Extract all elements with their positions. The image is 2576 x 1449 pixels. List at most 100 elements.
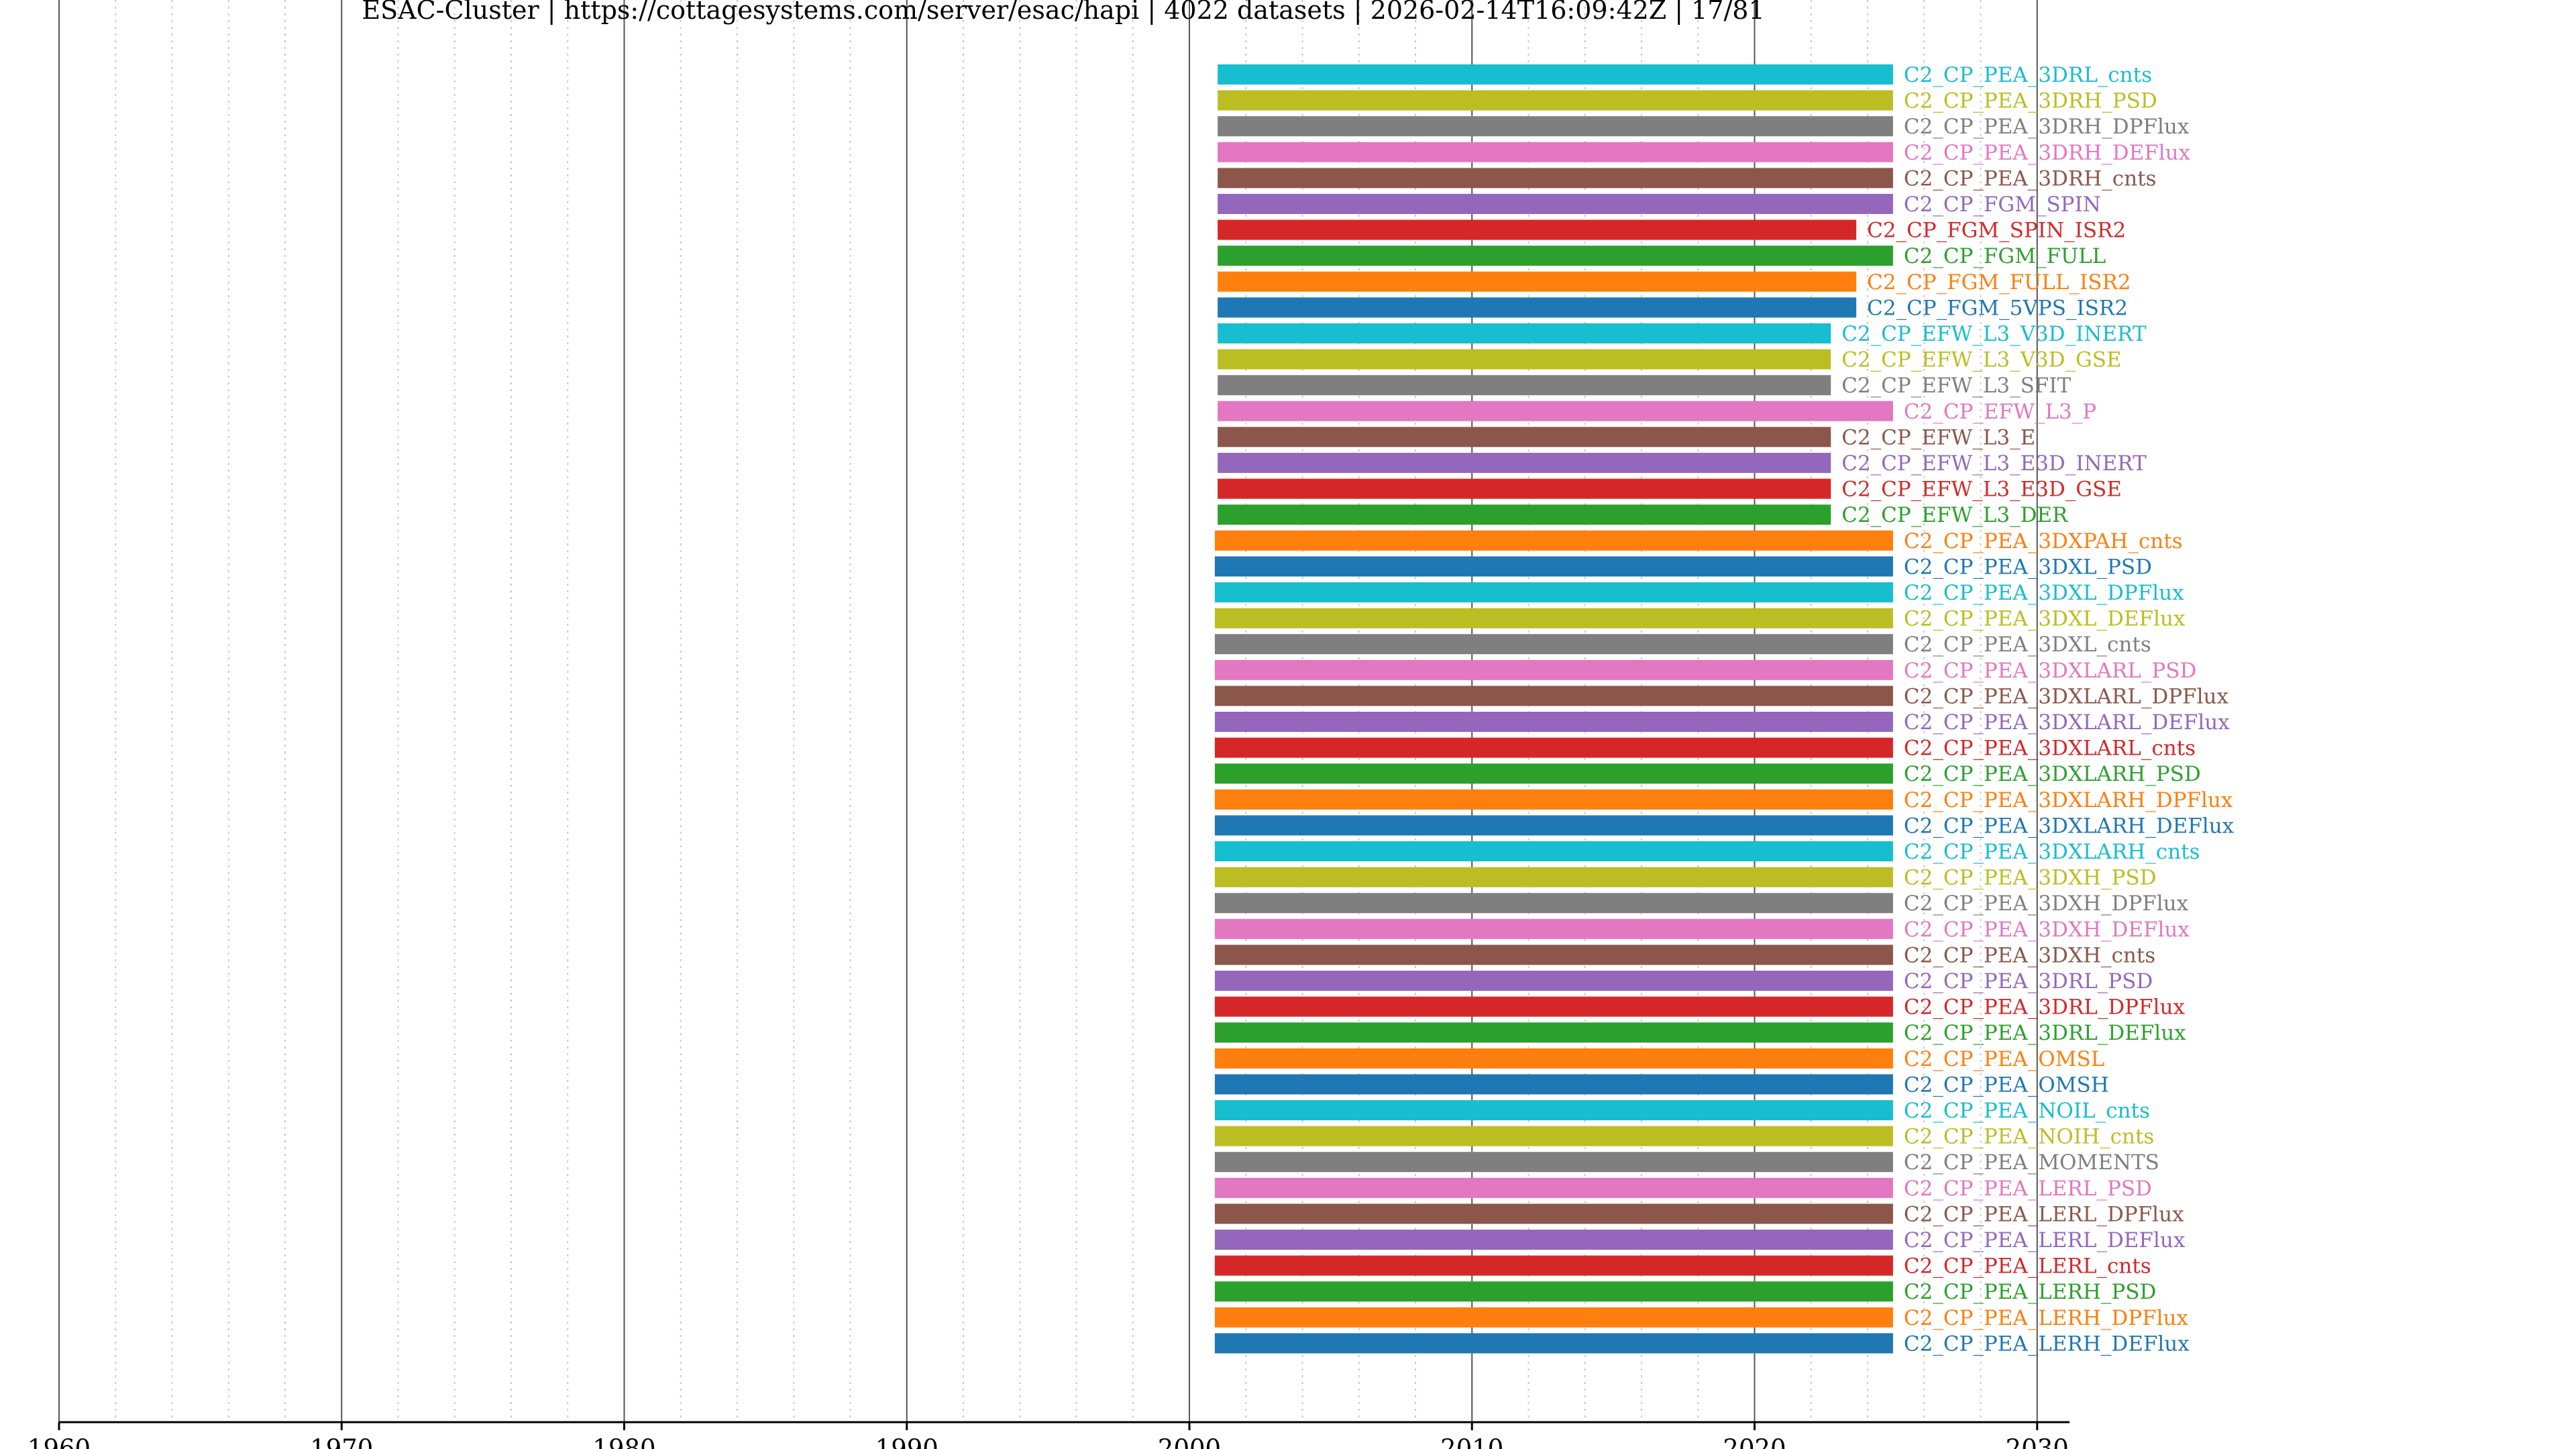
dataset-bar	[1214, 1255, 1893, 1276]
dataset-label: C2_CP_PEA_3DXLARL_cnts	[1904, 737, 2196, 761]
x-tick-label: 2000	[1158, 1434, 1221, 1449]
dataset-bar	[1214, 815, 1893, 836]
dataset-label: C2_CP_PEA_3DRL_DPFlux	[1904, 996, 2186, 1020]
dataset-label: C2_CP_PEA_OMSH	[1904, 1073, 2109, 1097]
dataset-bar	[1218, 400, 1893, 421]
dataset-bar	[1218, 246, 1893, 266]
dataset-bar	[1214, 1230, 1893, 1250]
dataset-bar	[1214, 582, 1893, 602]
dataset-bar	[1214, 1022, 1893, 1043]
dataset-label: C2_CP_FGM_SPIN_ISR2	[1867, 219, 2126, 243]
dataset-label: C2_CP_EFW_L3_V3D_INERT	[1841, 322, 2147, 346]
dataset-bar	[1218, 194, 1893, 214]
dataset-bar	[1214, 763, 1893, 784]
dataset-bar	[1214, 686, 1893, 706]
x-tick-label: 1970	[310, 1434, 373, 1449]
dataset-bar	[1214, 971, 1893, 991]
dataset-bar	[1218, 349, 1831, 370]
dataset-label: C2_CP_FGM_SPIN	[1904, 193, 2101, 217]
dataset-label: C2_CP_PEA_NOIL_cnts	[1904, 1099, 2150, 1123]
dataset-bar	[1214, 1333, 1893, 1354]
dataset-label: C2_CP_EFW_L3_E3D_GSE	[1841, 478, 2122, 502]
dataset-bar	[1218, 90, 1893, 111]
dataset-bar	[1218, 219, 1857, 240]
dataset-labels: C2_CP_PEA_3DRL_cntsC2_CP_PEA_3DRH_PSDC2_…	[1841, 63, 2234, 1356]
dataset-label: C2_CP_PEA_3DXH_DEFlux	[1904, 918, 2190, 942]
dataset-label: C2_CP_EFW_L3_SFIT	[1841, 374, 2071, 398]
dataset-label: C2_CP_EFW_L3_DER	[1841, 503, 2069, 527]
dataset-label: C2_CP_PEA_3DXLARH_PSD	[1904, 762, 2201, 786]
dataset-label: C2_CP_PEA_3DRL_DEFlux	[1904, 1021, 2186, 1045]
x-tick-label: 1990	[875, 1434, 938, 1449]
dataset-bar	[1214, 789, 1893, 810]
dataset-bar	[1214, 1177, 1893, 1198]
dataset-bar	[1218, 142, 1893, 162]
dataset-label: C2_CP_PEA_3DXLARH_DEFlux	[1904, 814, 2235, 838]
dataset-label: C2_CP_PEA_LERL_cnts	[1904, 1254, 2151, 1279]
x-tick-label: 2010	[1440, 1434, 1503, 1449]
dataset-bar	[1218, 478, 1831, 499]
dataset-label: C2_CP_PEA_3DXLARL_DPFlux	[1904, 684, 2229, 708]
dataset-bar	[1214, 867, 1893, 888]
dataset-bar	[1218, 375, 1831, 396]
dataset-label: C2_CP_PEA_LERL_PSD	[1904, 1177, 2152, 1201]
dataset-label: C2_CP_PEA_3DXLARL_PSD	[1904, 659, 2196, 683]
x-tick-label: 1980	[592, 1434, 655, 1449]
dataset-bar	[1214, 634, 1893, 655]
dataset-bar	[1218, 168, 1893, 189]
dataset-label: C2_CP_PEA_OMSL	[1904, 1047, 2104, 1071]
dataset-bar	[1218, 297, 1857, 318]
dataset-label: C2_CP_PEA_3DXLARL_DEFlux	[1904, 710, 2230, 735]
dataset-bar	[1214, 1307, 1893, 1328]
dataset-bar	[1214, 1048, 1893, 1069]
dataset-label: C2_CP_PEA_LERH_DEFlux	[1904, 1332, 2190, 1356]
dataset-bar	[1214, 712, 1893, 732]
dataset-label: C2_CP_PEA_3DXL_DPFlux	[1904, 581, 2184, 605]
dataset-label: C2_CP_EFW_L3_V3D_GSE	[1841, 348, 2121, 372]
dataset-label: C2_CP_PEA_MOMENTS	[1904, 1150, 2159, 1175]
dataset-label: C2_CP_EFW_L3_E3D_INERT	[1841, 451, 2147, 476]
dataset-label: C2_CP_PEA_3DXLARH_cnts	[1904, 840, 2200, 864]
dataset-label: C2_CP_PEA_NOIH_cnts	[1904, 1125, 2154, 1149]
x-tick-label: 2020	[1723, 1434, 1786, 1449]
dataset-label: C2_CP_PEA_3DRL_PSD	[1904, 969, 2153, 994]
dataset-bar	[1218, 504, 1831, 525]
dataset-label: C2_CP_PEA_3DRH_DPFlux	[1904, 115, 2190, 139]
dataset-label: C2_CP_FGM_5VPS_ISR2	[1867, 296, 2128, 320]
dataset-label: C2_CP_PEA_3DXH_DPFlux	[1904, 892, 2189, 916]
dataset-label: C2_CP_FGM_FULL_ISR2	[1867, 270, 2131, 294]
dataset-label: C2_CP_PEA_3DXLARH_DPFlux	[1904, 788, 2233, 812]
dataset-bar	[1214, 659, 1893, 680]
dataset-bar	[1214, 841, 1893, 861]
dataset-bar	[1214, 1074, 1893, 1095]
chart-title: ESAC-Cluster | https://cottagesystems.co…	[362, 0, 1764, 25]
dataset-label: C2_CP_PEA_3DXH_PSD	[1904, 866, 2157, 890]
dataset-bar	[1218, 427, 1831, 447]
dataset-bars	[1214, 64, 1893, 1354]
dataset-label: C2_CP_PEA_3DRH_DEFlux	[1904, 141, 2191, 165]
dataset-label: C2_CP_PEA_LERH_DPFlux	[1904, 1306, 2189, 1330]
dataset-label: C2_CP_PEA_3DXL_cnts	[1904, 633, 2151, 657]
x-tick-label: 1960	[28, 1434, 91, 1449]
dataset-bar	[1218, 271, 1857, 292]
dataset-label: C2_CP_PEA_3DRL_cnts	[1904, 63, 2152, 87]
dataset-label: C2_CP_FGM_FULL	[1904, 244, 2106, 268]
dataset-label: C2_CP_PEA_3DXL_DEFlux	[1904, 607, 2186, 631]
dataset-label: C2_CP_EFW_L3_P	[1904, 400, 2096, 424]
dataset-bar	[1214, 737, 1893, 758]
dataset-bar	[1214, 1126, 1893, 1146]
dataset-label: C2_CP_PEA_3DXL_PSD	[1904, 555, 2152, 579]
dataset-bar	[1214, 918, 1893, 939]
dataset-label: C2_CP_PEA_LERH_PSD	[1904, 1280, 2156, 1304]
dataset-bar	[1218, 116, 1893, 137]
dataset-label: C2_CP_PEA_LERL_DPFlux	[1904, 1202, 2184, 1226]
x-axis: 1960 1970 1980 1990 2000 2010 2020 2030	[28, 1421, 2070, 1449]
dataset-label: C2_CP_EFW_L3_E	[1841, 425, 2035, 449]
dataset-bar	[1218, 453, 1831, 473]
dataset-bar	[1214, 1281, 1893, 1302]
dataset-label: C2_CP_PEA_LERL_DEFlux	[1904, 1228, 2186, 1252]
dataset-bar	[1218, 323, 1831, 343]
dataset-bar	[1214, 996, 1893, 1017]
dataset-bar	[1218, 64, 1893, 85]
